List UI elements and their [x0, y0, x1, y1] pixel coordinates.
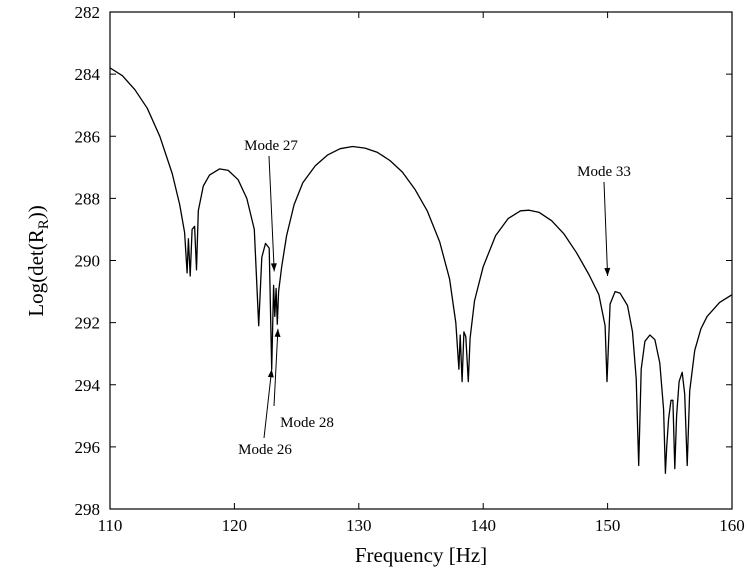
- annotation-mode-28: Mode 28: [273, 328, 334, 431]
- y-axis-title: Log(det(RR)): [24, 205, 52, 317]
- y-tick-label: 294: [75, 376, 101, 395]
- annotation-arrow-line: [263, 369, 273, 439]
- y-tick-label: 286: [75, 127, 101, 146]
- y-tick-label: 288: [75, 189, 101, 208]
- plot-frame: [109, 11, 733, 510]
- annotation-arrowhead: [267, 369, 274, 378]
- x-tick-label: 130: [346, 516, 372, 535]
- x-tick-label: 110: [98, 516, 123, 535]
- x-tick-label: 120: [222, 516, 248, 535]
- x-axis-title: Frequency [Hz]: [355, 543, 487, 567]
- y-tick-label: 284: [75, 65, 101, 84]
- y-tick-label: 292: [75, 314, 101, 333]
- y-tick-label: 298: [75, 500, 101, 519]
- annotation-arrow-line: [603, 181, 609, 277]
- annotation-mode-33: Mode 33: [577, 164, 631, 277]
- annotation-label-mode-27: Mode 27: [244, 138, 298, 154]
- y-axis-ticks: 282 284 286 288 290 292 294 296 298: [75, 3, 732, 519]
- x-axis-ticks: 110 120 130 140 150 160: [98, 12, 745, 535]
- annotation-arrow-line: [268, 155, 275, 272]
- x-tick-label: 160: [719, 516, 745, 535]
- annotation-mode-26: Mode 26: [238, 369, 292, 458]
- annotation-mode-27: Mode 27: [244, 138, 298, 272]
- x-tick-label: 140: [470, 516, 496, 535]
- annotation-arrow-line: [273, 328, 279, 407]
- x-tick-label: 150: [595, 516, 621, 535]
- y-tick-label: 296: [75, 438, 101, 457]
- annotation-label-mode-26: Mode 26: [238, 442, 292, 458]
- annotation-arrowhead: [604, 267, 611, 277]
- annotation-arrowhead: [270, 263, 277, 272]
- annotation-label-mode-28: Mode 28: [280, 415, 334, 431]
- y-tick-label: 290: [75, 252, 101, 271]
- annotation-arrowhead: [274, 328, 281, 337]
- annotation-label-mode-33: Mode 33: [577, 164, 631, 180]
- y-tick-label: 282: [75, 3, 101, 22]
- series-line: [110, 67, 732, 474]
